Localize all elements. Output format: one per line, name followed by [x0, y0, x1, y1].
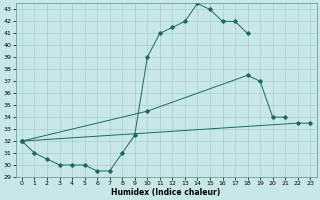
- X-axis label: Humidex (Indice chaleur): Humidex (Indice chaleur): [111, 188, 221, 197]
